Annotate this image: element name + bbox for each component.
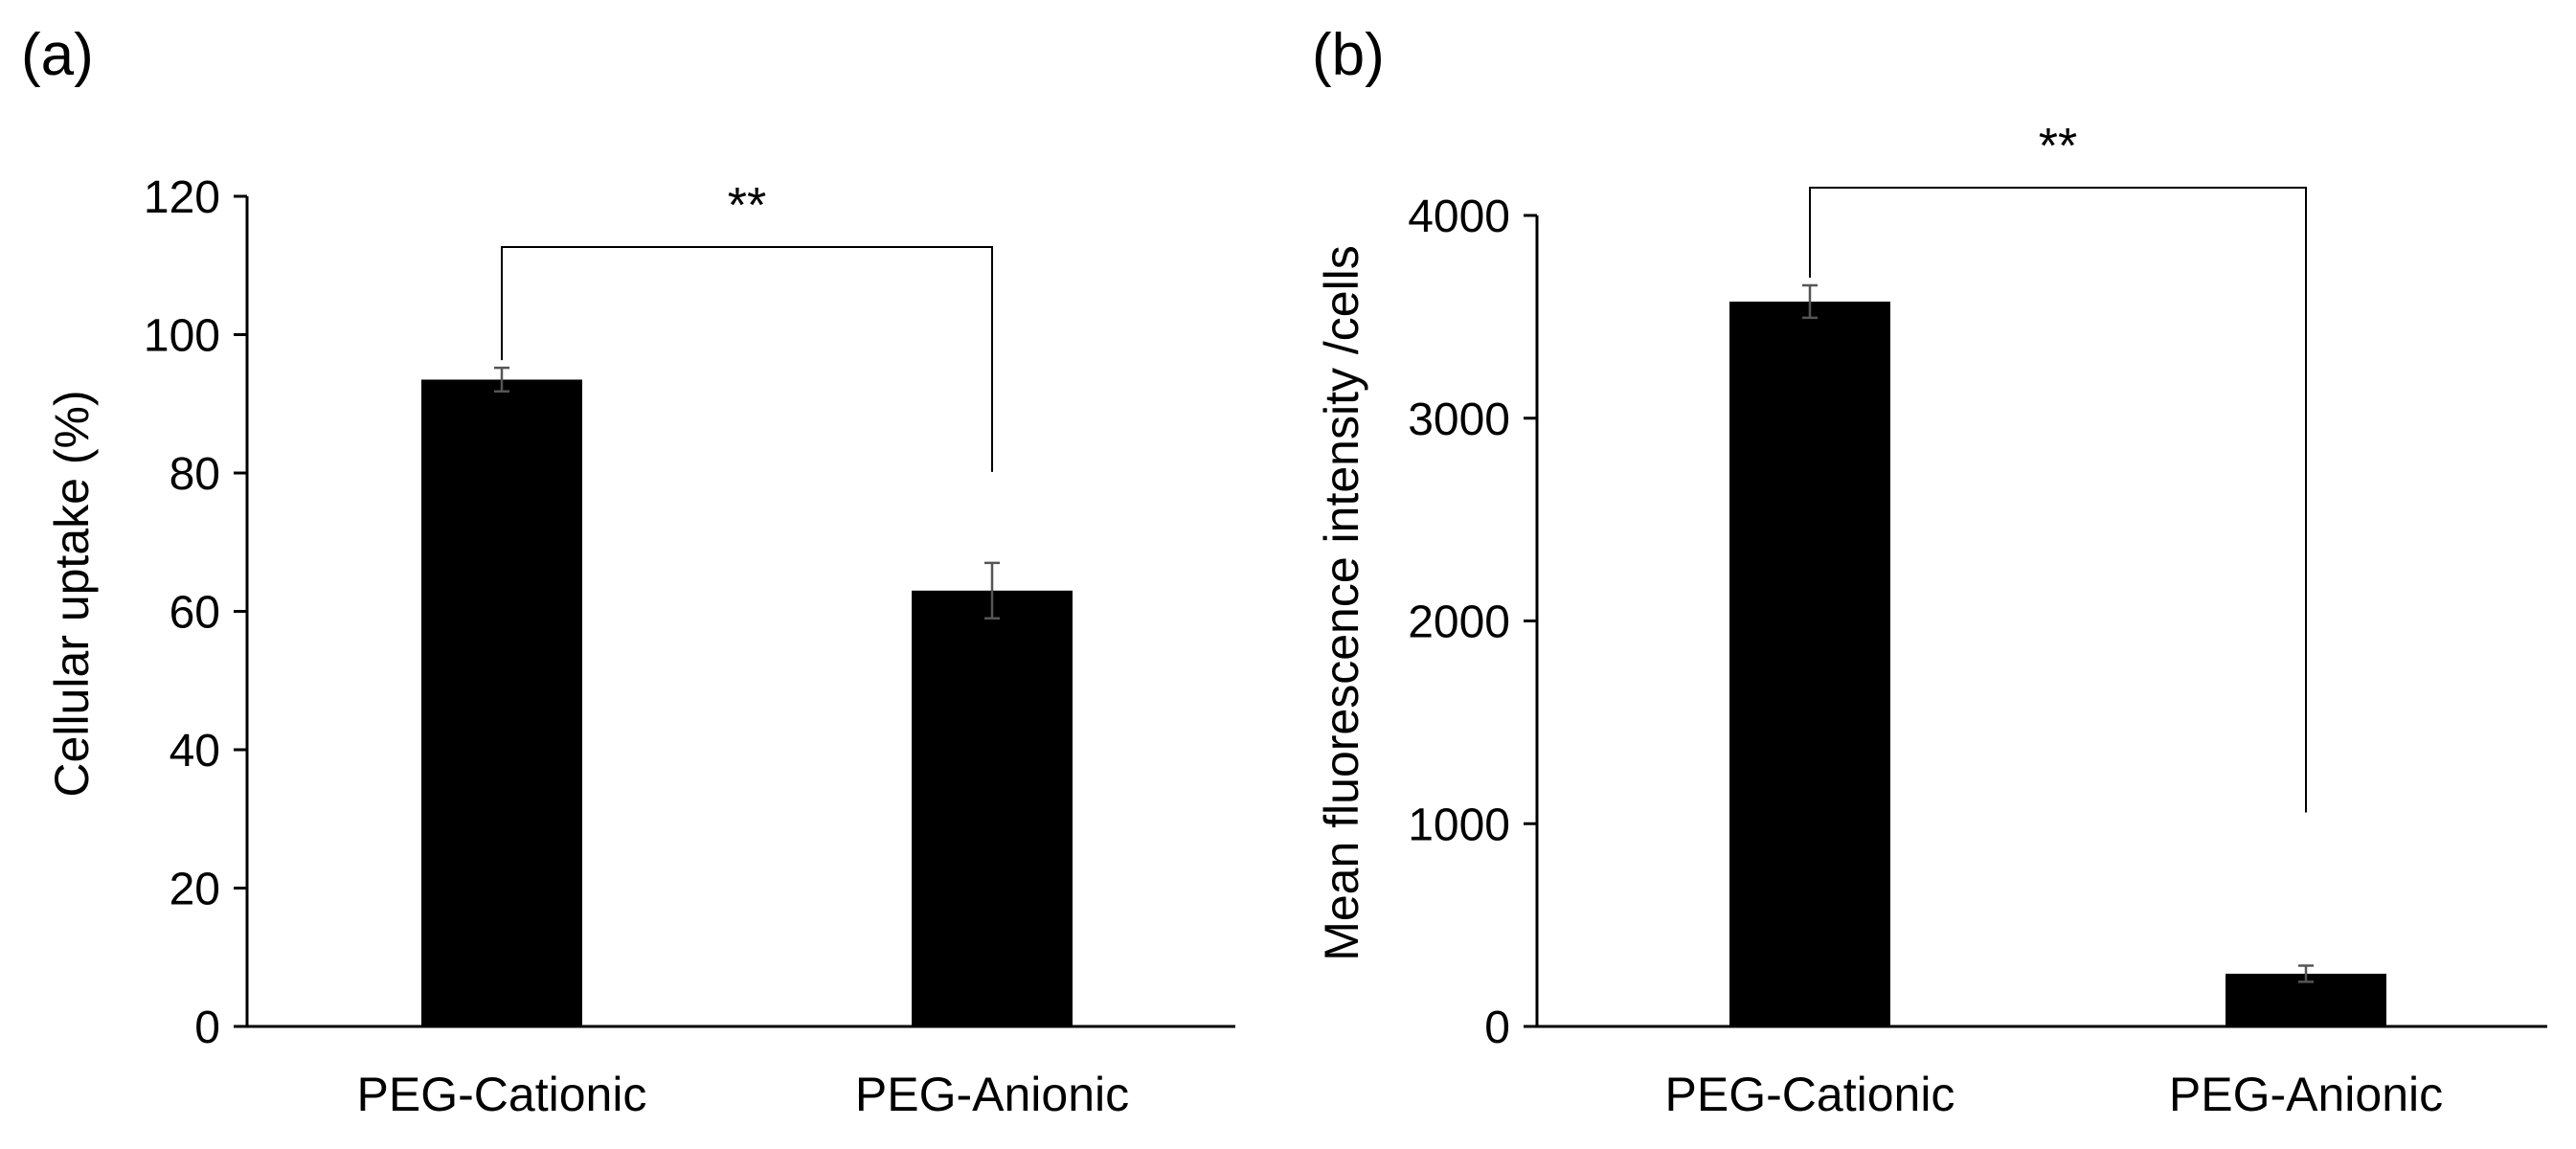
panel-a-significance-label: ** (728, 178, 766, 234)
panel-a-significance-bracket (501, 246, 993, 472)
panel-a-y-tick-label: 60 (169, 588, 220, 639)
panel-a-error-bar-peg-anionic (984, 561, 1000, 620)
panel-b-significance-label: ** (2039, 119, 2077, 174)
panel-a-y-tick-label: 40 (169, 726, 220, 777)
panel-a-category-peg-anionic: PEG-Anionic (855, 1068, 1129, 1121)
panel-b-y-tick-label: 2000 (1408, 597, 1510, 648)
panel-a-y-axis-label: Cellular uptake (%) (45, 390, 99, 797)
panel-b-error-bar-peg-cationic (1802, 283, 1818, 320)
panel-a-y-tick-label: 100 (144, 311, 220, 362)
panel-b-y-tick-label: 4000 (1408, 192, 1510, 242)
panel-b-y-tick-label: 3000 (1408, 394, 1510, 445)
panel-b-label: (b) (1312, 22, 1385, 88)
panel-a-label: (a) (21, 22, 94, 88)
panel-a: (a) Cellular uptake (%) 020406080100120 … (21, 22, 1235, 1121)
panel-b-y-axis-label: Mean fluorescence intensity /cells (1315, 245, 1368, 961)
panel-a-y-tick-label: 20 (169, 865, 220, 915)
panel-b-category-peg-anionic: PEG-Anionic (2169, 1068, 2443, 1121)
panel-b: (b) Mean fluorescence intensity /cells 0… (1312, 22, 2547, 1121)
panel-a-y-tick-label: 120 (144, 172, 220, 223)
panel-b-bar-peg-cationic (1729, 301, 1890, 1026)
panel-a-bar-peg-anionic (912, 590, 1073, 1026)
panel-a-category-peg-cationic: PEG-Cationic (357, 1068, 647, 1121)
panel-a-bar-peg-cationic (421, 379, 582, 1026)
panel-b-error-bar-peg-anionic (2298, 964, 2314, 983)
panel-b-significance-bracket (1809, 187, 2307, 813)
panel-b-y-tick-label: 1000 (1408, 800, 1510, 850)
panel-a-y-tick-label: 80 (169, 449, 220, 500)
panel-b-y-tick-label: 0 (1484, 1003, 1510, 1053)
panel-a-error-bar-peg-cationic (494, 366, 509, 393)
panel-a-y-tick-label: 0 (194, 1003, 220, 1053)
panel-b-category-peg-cationic: PEG-Cationic (1665, 1068, 1955, 1121)
